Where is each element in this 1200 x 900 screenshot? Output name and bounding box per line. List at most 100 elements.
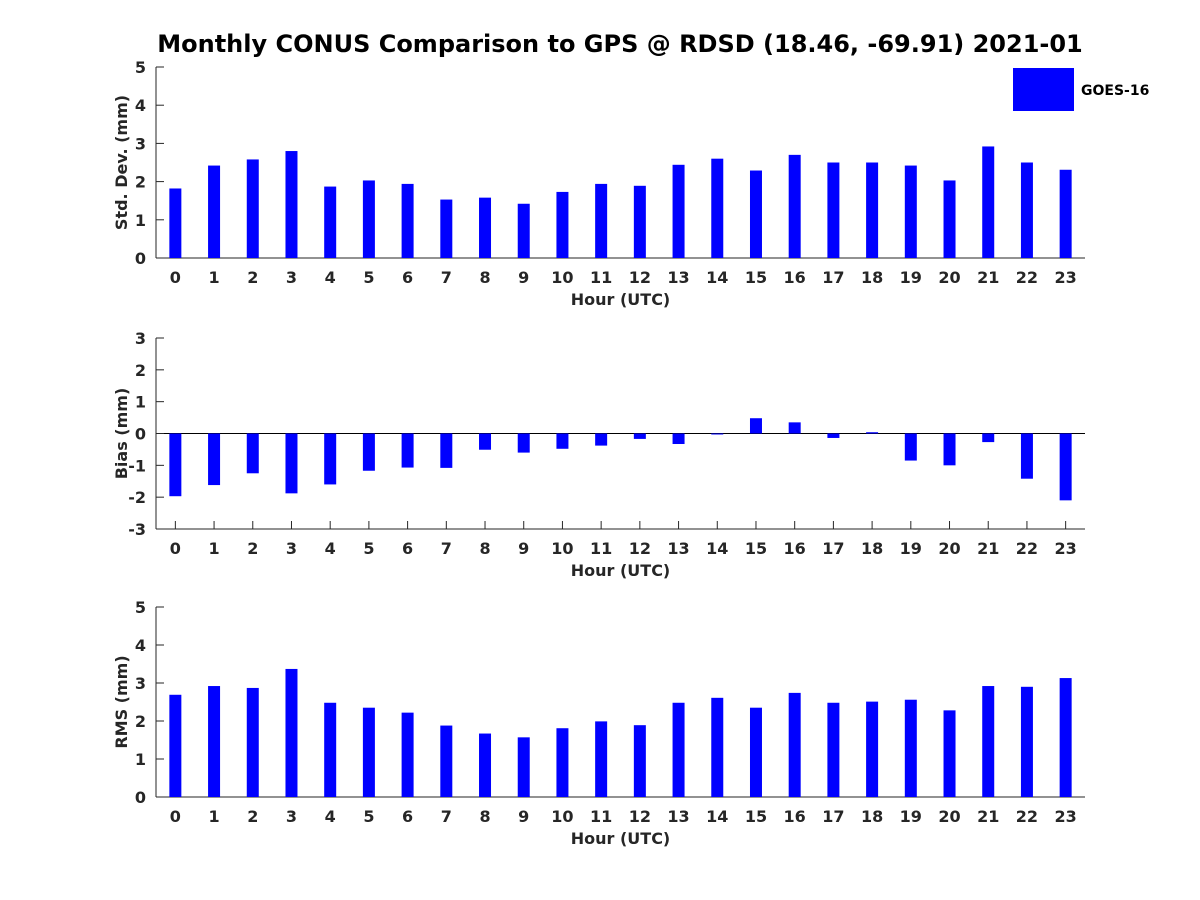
bar-hour-2 [246, 433, 259, 474]
x-tick-label: 13 [667, 268, 689, 287]
x-tick-label: 9 [518, 268, 529, 287]
y-tick-label: 3 [135, 134, 146, 153]
bar-hour-17 [827, 433, 840, 438]
bar-hour-10 [556, 433, 569, 449]
bar-hour-7 [440, 725, 453, 797]
bar-hour-14 [711, 158, 724, 258]
x-tick-label: 13 [667, 807, 689, 826]
bar-hour-12 [633, 433, 646, 439]
bar-hour-18 [866, 701, 879, 797]
bar-hour-9 [517, 203, 530, 258]
x-tick-label: 15 [745, 268, 767, 287]
x-tick-label: 22 [1016, 539, 1038, 558]
bar-hour-15 [749, 418, 762, 434]
x-tick-label: 1 [208, 807, 219, 826]
bar-hour-3 [285, 668, 298, 797]
x-tick-label: 2 [247, 539, 258, 558]
bar-hour-22 [1020, 162, 1033, 258]
bar-hour-21 [982, 146, 995, 258]
bar-hour-18 [866, 162, 879, 258]
bar-hour-16 [788, 154, 801, 258]
legend-label: GOES-16 [1081, 83, 1149, 99]
bar-hour-9 [517, 737, 530, 797]
x-tick-label: 11 [590, 539, 612, 558]
x-tick-label: 14 [706, 539, 728, 558]
bar-hour-6 [401, 433, 414, 468]
legend-swatch [1013, 68, 1074, 111]
bar-hour-15 [749, 170, 762, 258]
bar-hour-13 [672, 702, 685, 797]
x-tick-label: 3 [286, 807, 297, 826]
x-tick-label: 12 [629, 539, 651, 558]
bar-hour-4 [324, 433, 337, 485]
y-tick-label: 2 [135, 361, 146, 380]
bar-hour-13 [672, 164, 685, 258]
x-tick-label: 10 [551, 268, 573, 287]
x-tick-label: 21 [977, 539, 999, 558]
bar-hour-7 [440, 199, 453, 258]
y-tick-label: 3 [135, 329, 146, 348]
bar-hour-14 [711, 433, 724, 435]
bar-hour-16 [788, 422, 801, 434]
x-tick-label: 5 [363, 268, 374, 287]
x-tick-label: 5 [363, 539, 374, 558]
bar-hour-19 [904, 433, 917, 461]
y-tick-label: -1 [128, 456, 146, 475]
x-tick-label: 3 [286, 539, 297, 558]
x-tick-label: 18 [861, 539, 883, 558]
x-tick-label: 16 [784, 807, 806, 826]
bar-hour-11 [595, 721, 608, 797]
bar-hour-6 [401, 183, 414, 258]
bar-hour-3 [285, 151, 298, 258]
x-tick-label: 7 [441, 539, 452, 558]
bar-hour-20 [943, 710, 956, 797]
bar-hour-12 [633, 725, 646, 797]
y-tick-label: 1 [135, 750, 146, 769]
bar-hour-11 [595, 433, 608, 446]
x-tick-label: 11 [590, 268, 612, 287]
x-axis-label: Hour (UTC) [571, 561, 671, 580]
legend: GOES-16 [1011, 66, 1149, 112]
y-tick-label: 1 [135, 211, 146, 230]
x-tick-label: 0 [170, 807, 181, 826]
x-tick-label: 13 [667, 539, 689, 558]
y-axis-label: RMS (mm) [112, 655, 131, 748]
x-tick-label: 4 [325, 268, 336, 287]
x-tick-label: 14 [706, 268, 728, 287]
x-tick-label: 6 [402, 807, 413, 826]
bar-hour-22 [1020, 686, 1033, 797]
x-tick-label: 23 [1055, 539, 1077, 558]
x-tick-label: 4 [325, 539, 336, 558]
chart-title: Monthly CONUS Comparison to GPS @ RDSD (… [157, 30, 1083, 58]
bar-hour-20 [943, 180, 956, 258]
x-tick-label: 20 [938, 268, 960, 287]
bar-hour-17 [827, 702, 840, 797]
y-tick-label: 2 [135, 712, 146, 731]
y-tick-label: -3 [128, 520, 146, 539]
bar-hour-0 [169, 694, 182, 797]
y-tick-label: 5 [135, 58, 146, 77]
x-tick-label: 7 [441, 807, 452, 826]
x-tick-label: 12 [629, 807, 651, 826]
bar-hour-15 [749, 707, 762, 797]
x-tick-label: 15 [745, 539, 767, 558]
y-tick-label: 0 [135, 425, 146, 444]
bar-hour-21 [982, 686, 995, 797]
x-tick-label: 17 [822, 539, 844, 558]
bar-hour-22 [1020, 433, 1033, 479]
x-tick-label: 18 [861, 807, 883, 826]
y-tick-label: -2 [128, 488, 146, 507]
bar-hour-5 [362, 180, 375, 258]
x-tick-label: 21 [977, 807, 999, 826]
bar-hour-21 [982, 433, 995, 443]
x-tick-label: 12 [629, 268, 651, 287]
bar-hour-14 [711, 697, 724, 797]
bar-hour-3 [285, 433, 298, 494]
x-tick-label: 8 [479, 807, 490, 826]
x-tick-label: 9 [518, 807, 529, 826]
x-tick-label: 7 [441, 268, 452, 287]
bar-hour-8 [479, 733, 492, 797]
bar-hour-16 [788, 692, 801, 797]
